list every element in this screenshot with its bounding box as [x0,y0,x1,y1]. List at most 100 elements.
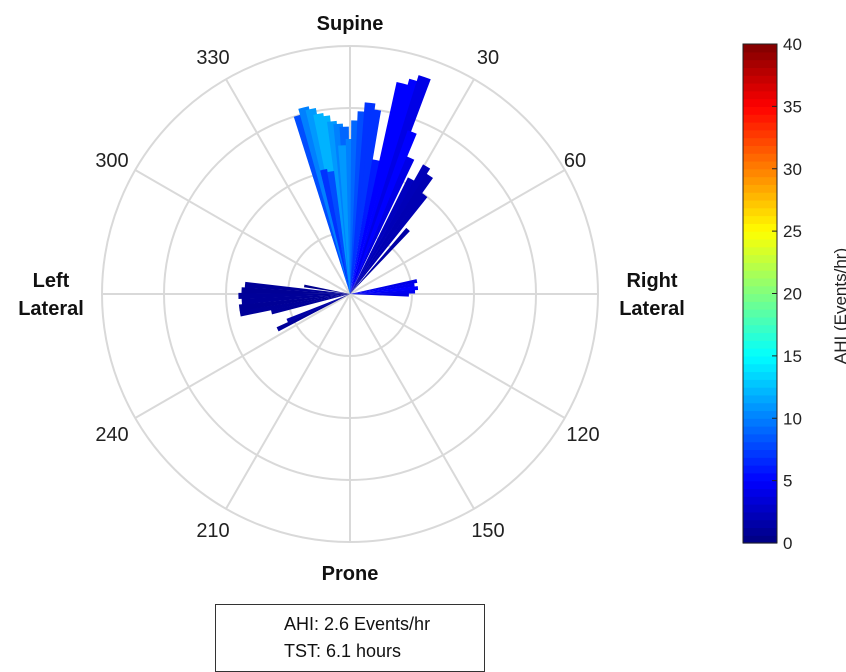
colorbar-step [743,348,777,357]
theta-tick-240: 240 [95,424,128,446]
colorbar-step [743,160,777,170]
polar-bar [238,292,350,300]
polar-bar [350,177,415,294]
colorbar-step [743,59,777,68]
position-label-right-2: Lateral [619,298,685,320]
colorbar-step [743,75,777,84]
polar-bar [350,279,418,294]
colorbar-step [743,340,777,349]
colorbar-tick-label: 15 [783,347,802,366]
colorbar-step [743,309,777,318]
polar-bar [304,284,350,294]
polar-bar [327,171,350,294]
theta-tick-30: 30 [477,47,499,69]
colorbar-step [743,426,777,435]
colorbar-tick-label: 5 [783,472,792,491]
colorbar-step [743,223,777,232]
polar-grid [101,45,599,543]
polar-bar [350,164,431,294]
polar-bar [320,168,350,294]
colorbar-step [743,324,777,334]
polar-bar [298,106,350,294]
colorbar-step [743,114,777,123]
grid-spoke [134,169,351,295]
grid-spoke [225,293,351,510]
colorbar-tick-label: 20 [783,285,802,304]
colorbar-step [743,457,777,466]
colorbar-step [743,488,777,497]
colorbar-step [743,465,777,474]
colorbar-ticks: 0 5 10 15 20 25 30 35 40 [772,35,802,553]
theta-tick-210: 210 [196,520,229,542]
colorbar-step [743,184,777,193]
polar-bar [244,281,350,294]
colorbar-step [743,168,777,178]
colorbar-label: AHI (Events/hr) [831,248,846,364]
polar-bar [286,294,350,323]
grid-spoke [134,293,351,419]
colorbar-step [743,262,777,271]
polar-bar [350,156,415,294]
colorbar-step [743,215,777,224]
colorbar-step [743,192,777,201]
polar-bar [350,289,416,294]
polar-bar [350,173,434,294]
theta-tick-330: 330 [196,47,229,69]
grid-spoke [349,169,566,295]
colorbar-tick-label: 0 [783,534,792,553]
colorbar-tick-label: 10 [783,409,802,428]
colorbar-step [743,207,777,217]
colorbar-step [743,511,777,521]
theta-tick-60: 60 [564,150,586,172]
colorbar-step [743,277,777,287]
colorbar-step [743,176,777,185]
colorbar-step [743,379,777,388]
colorbar-step [743,410,777,419]
polar-bar [293,113,350,294]
colorbar-step [743,316,777,326]
colorbar-step [743,137,777,146]
polar-bar [238,294,350,311]
colorbar-step [743,496,777,505]
colorbar-step [743,129,777,139]
colorbar-step [743,449,777,458]
polar-labels: 30 60 120 150 210 240 300 330 Supine Pro… [18,13,685,585]
colorbar-step [743,270,777,279]
colorbar-step [743,231,777,240]
polar-bar [239,294,350,317]
colorbar-step [743,254,777,263]
polar-bar [350,283,415,294]
colorbar-step [743,433,777,443]
colorbar-step [743,363,777,373]
colorbar-step [743,535,777,544]
polar-bar [350,82,409,294]
position-label-right-1: Right [626,270,677,292]
colorbar-step [743,199,777,209]
position-label-prone: Prone [322,563,379,585]
polar-bar [350,286,419,294]
colorbar-step [743,519,777,529]
theta-tick-300: 300 [95,150,128,172]
colorbar-step [743,51,777,61]
polar-bar [333,123,350,295]
polar-bar [350,293,409,297]
polar-bar [270,294,350,315]
colorbar-step [743,67,777,76]
colorbar-step [743,527,777,536]
colorbar-step [743,418,777,427]
polar-bar [241,294,350,305]
colorbar-tick-label: 40 [783,35,802,54]
colorbar-step [743,441,777,451]
stats-box: AHI: 2.6 Events/hr TST: 6.1 hours [215,604,485,672]
polar-bar [350,192,428,294]
theta-tick-150: 150 [471,520,504,542]
position-label-left-2: Lateral [18,298,84,320]
colorbar-step [743,98,777,107]
colorbar-tick-label: 30 [783,160,802,179]
colorbar-step [743,480,777,490]
theta-tick-120: 120 [566,424,599,446]
colorbar [742,43,778,544]
colorbar-step [743,238,777,248]
colorbar-step [743,121,777,131]
